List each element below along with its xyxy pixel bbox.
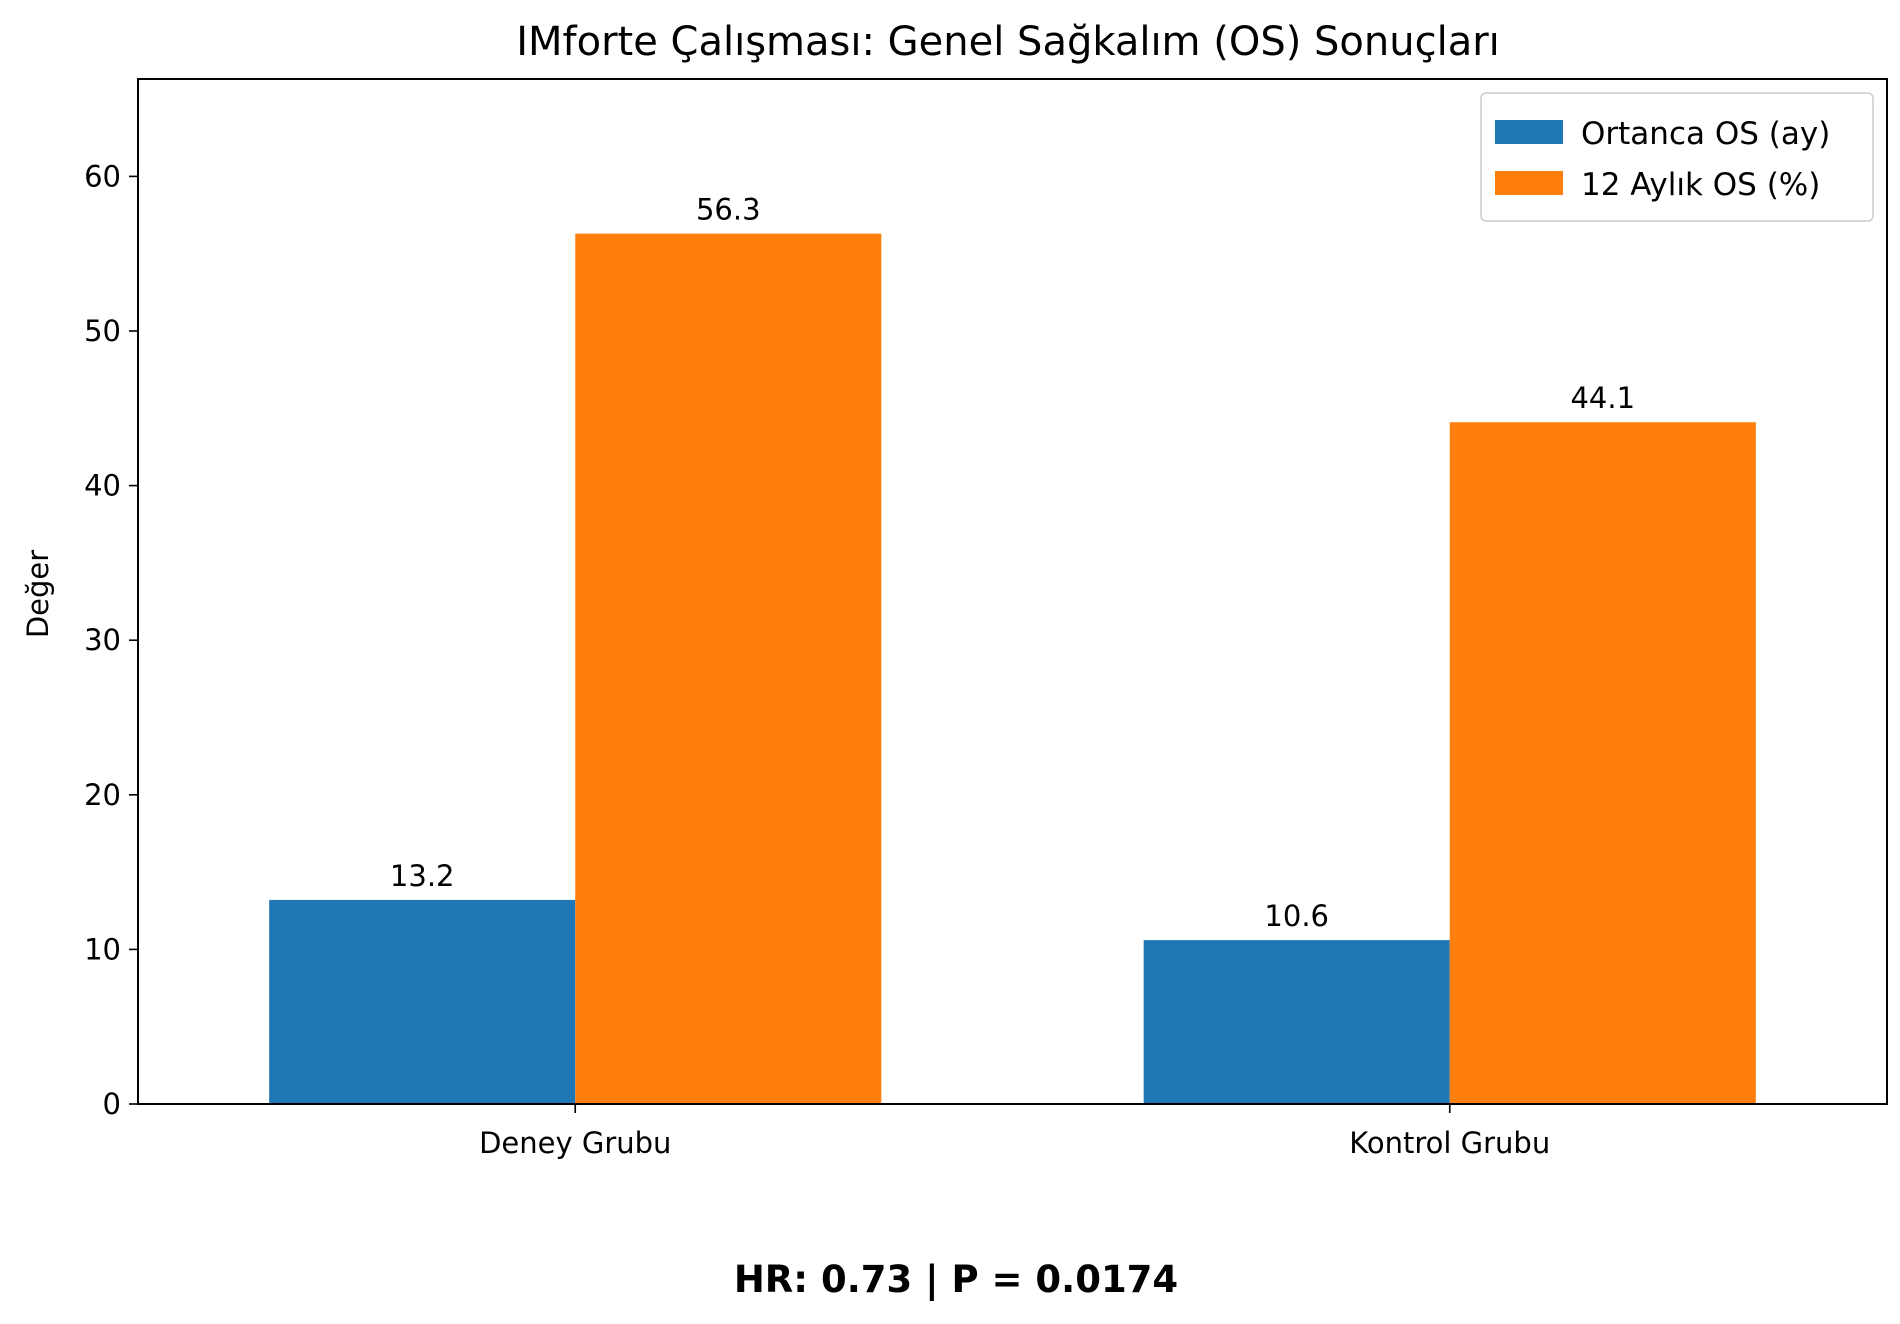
x-tick-label: Deney Grubu <box>479 1126 671 1160</box>
legend-swatch <box>1495 171 1563 195</box>
hr-p-value-footnote: HR: 0.73 | P = 0.0174 <box>734 1258 1178 1301</box>
x-tick-label: Kontrol Grubu <box>1349 1126 1550 1160</box>
y-tick-label: 60 <box>84 159 121 193</box>
data-label: 10.6 <box>1264 899 1329 933</box>
legend-label: Ortanca OS (ay) <box>1581 116 1830 152</box>
axes-frame <box>137 78 1888 1105</box>
legend-label: 12 Aylık OS (%) <box>1581 167 1820 203</box>
data-label: 44.1 <box>1570 381 1635 415</box>
y-tick-label: 40 <box>84 469 121 503</box>
y-tick-label: 0 <box>103 1087 121 1121</box>
data-label: 13.2 <box>390 859 455 893</box>
bar-median-os-1 <box>1143 940 1450 1104</box>
data-label: 56.3 <box>696 193 761 227</box>
bar-os-12-month-1 <box>1449 422 1756 1105</box>
chart-title: IMforte Çalışması: Genel Sağkalım (OS) S… <box>516 19 1500 65</box>
legend: Ortanca OS (ay) 12 Aylık OS (%) <box>1480 92 1874 222</box>
bar-os-12-month-0 <box>575 233 882 1105</box>
y-tick-label: 30 <box>84 623 121 657</box>
y-tick-label: 50 <box>84 314 121 348</box>
plot-area: 13.2 56.3 Deney Grubu 10.6 44.1 Kontrol Grubu… <box>84 78 1888 1160</box>
legend-box <box>1480 92 1874 222</box>
y-axis-label: Değer <box>21 550 55 638</box>
y-tick-label: 20 <box>84 778 121 812</box>
legend-swatch <box>1495 120 1563 144</box>
bar-median-os-0 <box>269 899 576 1104</box>
y-tick-label: 10 <box>84 932 121 966</box>
